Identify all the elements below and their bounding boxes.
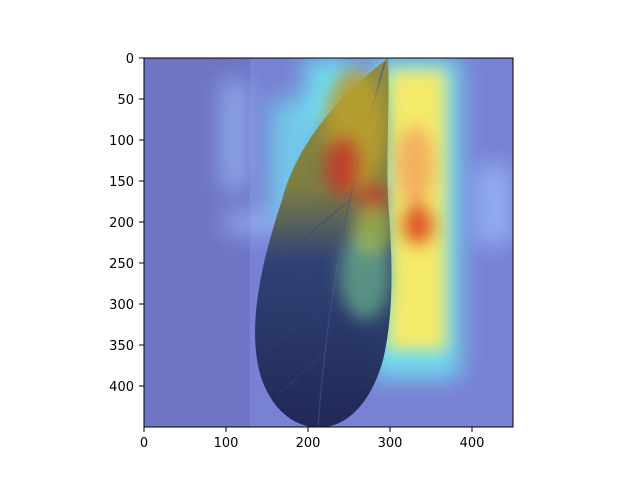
y-tick-label: 0 <box>126 52 134 67</box>
y-tick-label: 300 <box>109 298 134 313</box>
heatmap-image <box>144 58 513 427</box>
y-tick-label: 250 <box>109 257 134 272</box>
y-tick-label: 400 <box>109 380 134 395</box>
x-tick-label: 0 <box>140 436 148 451</box>
y-tick-label: 50 <box>117 93 134 108</box>
x-tick-label: 300 <box>378 436 403 451</box>
y-tick-label: 350 <box>109 339 134 354</box>
y-tick-label: 150 <box>109 175 134 190</box>
y-axis: 0 50 100 150 200 250 300 350 400 <box>109 52 144 395</box>
x-axis: 0 100 200 300 400 <box>140 427 485 451</box>
y-tick-label: 100 <box>109 134 134 149</box>
y-tick-label: 200 <box>109 216 134 231</box>
x-tick-label: 400 <box>460 436 485 451</box>
x-tick-label: 100 <box>214 436 239 451</box>
x-tick-label: 200 <box>296 436 321 451</box>
plot-frame <box>143 57 514 428</box>
